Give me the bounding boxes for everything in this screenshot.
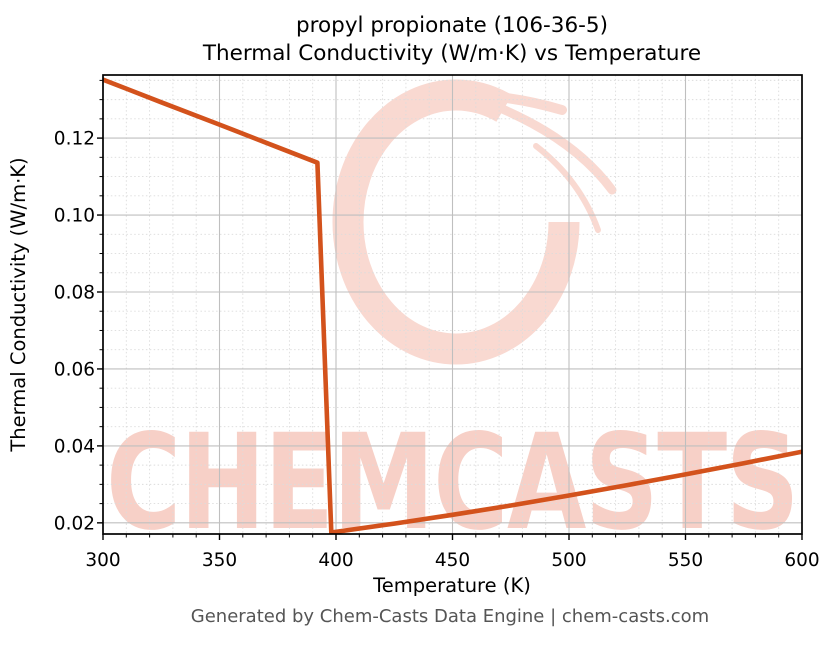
x-tick-label: 400: [318, 550, 353, 571]
series-line: [103, 77, 802, 534]
x-axis-label: Temperature (K): [372, 574, 531, 597]
footer-text: Generated by Chem-Casts Data Engine | ch…: [191, 606, 709, 627]
x-tick-label: 300: [85, 550, 120, 571]
axis-ticks: [97, 79, 803, 540]
chart-title-line1: propyl propionate (106-36-5): [296, 13, 608, 38]
y-tick-label: 0.08: [54, 282, 95, 303]
y-tick-labels: 0.02 0.04 0.06 0.08 0.10 0.12: [54, 129, 95, 535]
y-tick-label: 0.06: [54, 359, 95, 380]
x-tick-labels: 300 350 400 450 500 550 600: [85, 550, 819, 571]
y-tick-label: 0.12: [54, 129, 95, 150]
x-tick-label: 350: [202, 550, 237, 571]
chemcasts-ring-icon: [332, 79, 617, 365]
x-tick-label: 450: [435, 550, 470, 571]
y-tick-label: 0.04: [54, 436, 95, 457]
y-tick-label: 0.10: [54, 206, 95, 227]
y-axis-label: Thermal Conductivity (W/m·K): [7, 157, 30, 452]
x-tick-label: 500: [551, 550, 586, 571]
chart-title-line2: Thermal Conductivity (W/m·K) vs Temperat…: [202, 41, 701, 66]
x-tick-label: 550: [668, 550, 703, 571]
x-tick-label: 600: [784, 550, 819, 571]
y-tick-label: 0.02: [54, 513, 95, 534]
